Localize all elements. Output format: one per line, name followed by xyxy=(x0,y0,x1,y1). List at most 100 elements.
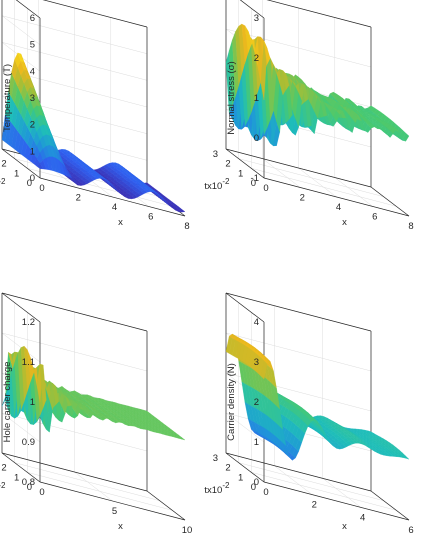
z-axis-label: Temperature (T) xyxy=(2,64,13,132)
y-axis-label-exponent: -2 xyxy=(0,177,6,186)
y-axis-label: tx10-2 xyxy=(0,177,6,192)
y-axis-label: tx10-2 xyxy=(0,481,6,496)
axis-edge xyxy=(263,481,410,521)
axis-edge xyxy=(266,0,372,28)
gridline xyxy=(238,158,384,197)
x-axis-label: x xyxy=(342,217,347,228)
z-tick-label: 1.1 xyxy=(22,357,35,368)
gridline xyxy=(1,412,41,443)
x-tick-label: 6 xyxy=(148,212,153,223)
gridline xyxy=(225,332,372,372)
z-tick-label: 0 xyxy=(254,477,259,488)
y-tick-label: 1 xyxy=(14,168,19,179)
axis-edge xyxy=(1,292,148,332)
axis-edge xyxy=(1,148,41,179)
surface-patch xyxy=(178,436,186,441)
axis-edge xyxy=(1,452,41,483)
axis-edge xyxy=(263,177,410,217)
axis-edge xyxy=(225,148,265,179)
y-axis-label-base: tx10 xyxy=(204,181,222,192)
y-tick-label: 3 xyxy=(213,453,218,464)
z-tick-label: 0 xyxy=(254,133,259,144)
z-axis-label: Carrier density (N) xyxy=(226,363,237,441)
axis-edge xyxy=(225,292,265,323)
gridline xyxy=(334,177,373,207)
gridline xyxy=(74,471,113,502)
gridline xyxy=(27,472,173,511)
z-tick-label: 6 xyxy=(30,13,35,24)
y-tick-label: 2 xyxy=(1,159,6,170)
y-axis-label-exponent: -2 xyxy=(222,481,230,490)
y-tick-label: 2 xyxy=(225,159,230,170)
z-tick-label: 0 xyxy=(30,173,35,184)
gridline xyxy=(27,168,173,207)
y-axis-label-exponent: -2 xyxy=(222,177,230,186)
gridline xyxy=(251,472,397,511)
z-tick-label: 2 xyxy=(254,397,259,408)
x-tick-label: 4 xyxy=(336,202,341,213)
axis-edge xyxy=(225,452,265,483)
axes-box xyxy=(1,292,186,521)
y-tick-label: 0 xyxy=(251,178,256,189)
axis-edge xyxy=(225,292,372,332)
axis-edge xyxy=(39,177,186,217)
x-tick-label: 2 xyxy=(312,500,317,511)
axis-edge xyxy=(370,186,410,217)
surface-patch xyxy=(402,455,410,460)
surface-1 xyxy=(1,52,186,213)
axis-edge xyxy=(370,490,410,521)
z-tick-label: 4 xyxy=(254,317,259,328)
z-tick-label: 1 xyxy=(30,397,35,408)
z-tick-label: 3 xyxy=(254,13,259,24)
gridline xyxy=(1,15,41,45)
x-axis-label: x xyxy=(118,521,123,532)
axis-edge xyxy=(239,0,265,19)
z-tick-label: 1 xyxy=(254,93,259,104)
x-tick-label: 2 xyxy=(300,193,305,204)
y-tick-label: 2 xyxy=(1,463,6,474)
surface-patch xyxy=(402,132,410,142)
surface-4 xyxy=(225,333,410,461)
z-tick-label: 5 xyxy=(30,40,35,51)
surface-patch xyxy=(178,209,186,213)
gridline xyxy=(251,168,397,207)
x-tick-label: 5 xyxy=(112,506,117,517)
gridline xyxy=(14,462,160,501)
surface-2 xyxy=(225,23,410,147)
gridline xyxy=(274,465,313,495)
axis-edge xyxy=(15,0,41,19)
z-tick-label: 2 xyxy=(30,120,35,131)
x-axis-label: x xyxy=(342,521,347,532)
z-tick-label: 0.9 xyxy=(22,437,35,448)
axis-edge xyxy=(146,490,186,521)
z-tick-label: 0.8 xyxy=(22,477,35,488)
y-tick-label: 1 xyxy=(238,472,243,483)
y-tick-label: 1 xyxy=(14,472,19,483)
z-axis-label: Normal stress (σ) xyxy=(226,61,237,134)
x-tick-label: 0 xyxy=(263,183,268,194)
x-tick-label: 8 xyxy=(184,221,189,232)
x-tick-label: 0 xyxy=(263,487,268,498)
gridline xyxy=(238,462,384,501)
gridline xyxy=(322,478,361,508)
y-tick-label: 3 xyxy=(213,149,218,160)
x-tick-label: 10 xyxy=(182,525,193,536)
y-tick-label: 0 xyxy=(27,178,32,189)
y-axis-label-base: tx10 xyxy=(204,485,222,496)
x-tick-label: 6 xyxy=(408,525,413,536)
z-tick-label: 1 xyxy=(254,437,259,448)
z-tick-label: 3 xyxy=(254,357,259,368)
y-axis-label: tx10-2 xyxy=(204,177,230,192)
y-axis-label: tx10-2 xyxy=(204,481,230,496)
axis-edge xyxy=(225,148,372,188)
x-tick-label: 0 xyxy=(39,487,44,498)
z-tick-label: 2 xyxy=(254,53,259,64)
gridline xyxy=(225,412,265,443)
z-tick-label: 1.2 xyxy=(22,317,35,328)
x-tick-label: 4 xyxy=(112,202,117,213)
x-tick-label: 6 xyxy=(372,212,377,223)
y-axis-label-exponent: -2 xyxy=(0,481,6,490)
